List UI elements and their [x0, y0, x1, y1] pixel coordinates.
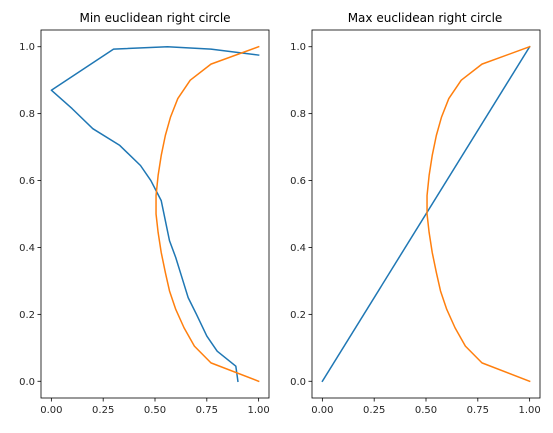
- right-y-tick-label: 0.2: [290, 310, 306, 321]
- left-y-tick-label: 0.6: [19, 176, 35, 187]
- left-x-tick-label: 0.00: [40, 405, 62, 416]
- right-series-line-1: [426, 45, 531, 383]
- left-y-tick-label: 0.4: [19, 243, 35, 254]
- right-x-tick-label: 0.00: [311, 405, 333, 416]
- left-series-line-0: [50, 45, 260, 383]
- right-chart-title: Max euclidean right circle: [348, 11, 503, 25]
- left-chart-title: Min euclidean right circle: [79, 11, 230, 25]
- left-series-line-1: [155, 45, 260, 383]
- right-y-tick-label: 0.4: [290, 243, 306, 254]
- right-x-tick-label: 1.00: [519, 405, 541, 416]
- right-x-tick-label: 0.50: [415, 405, 437, 416]
- right-x-tick-label: 0.75: [467, 405, 489, 416]
- right-y-tick-label: 1.0: [290, 42, 306, 53]
- left-x-tick-label: 1.00: [248, 405, 270, 416]
- left-chart-panel: Min euclidean right circle 0.00 0.25 0.50 0…: [19, 11, 270, 416]
- right-x-tick-label: 0.25: [363, 405, 385, 416]
- left-y-tick-label: 0.2: [19, 310, 35, 321]
- left-x-tick-label: 0.75: [196, 405, 218, 416]
- right-y-tick-label: 0.6: [290, 176, 306, 187]
- left-y-tick-label: 0.8: [19, 109, 35, 120]
- left-y-tick-label: 0.0: [19, 377, 35, 388]
- left-x-tick-label: 0.50: [144, 405, 166, 416]
- right-series-line-0: [321, 45, 531, 383]
- right-chart-panel: Max euclidean right circle 0.00 0.25 0.50 0…: [290, 11, 541, 416]
- left-x-tick-label: 0.25: [92, 405, 114, 416]
- left-y-tick-label: 1.0: [19, 42, 35, 53]
- right-y-tick-label: 0.0: [290, 377, 306, 388]
- right-y-tick-label: 0.8: [290, 109, 306, 120]
